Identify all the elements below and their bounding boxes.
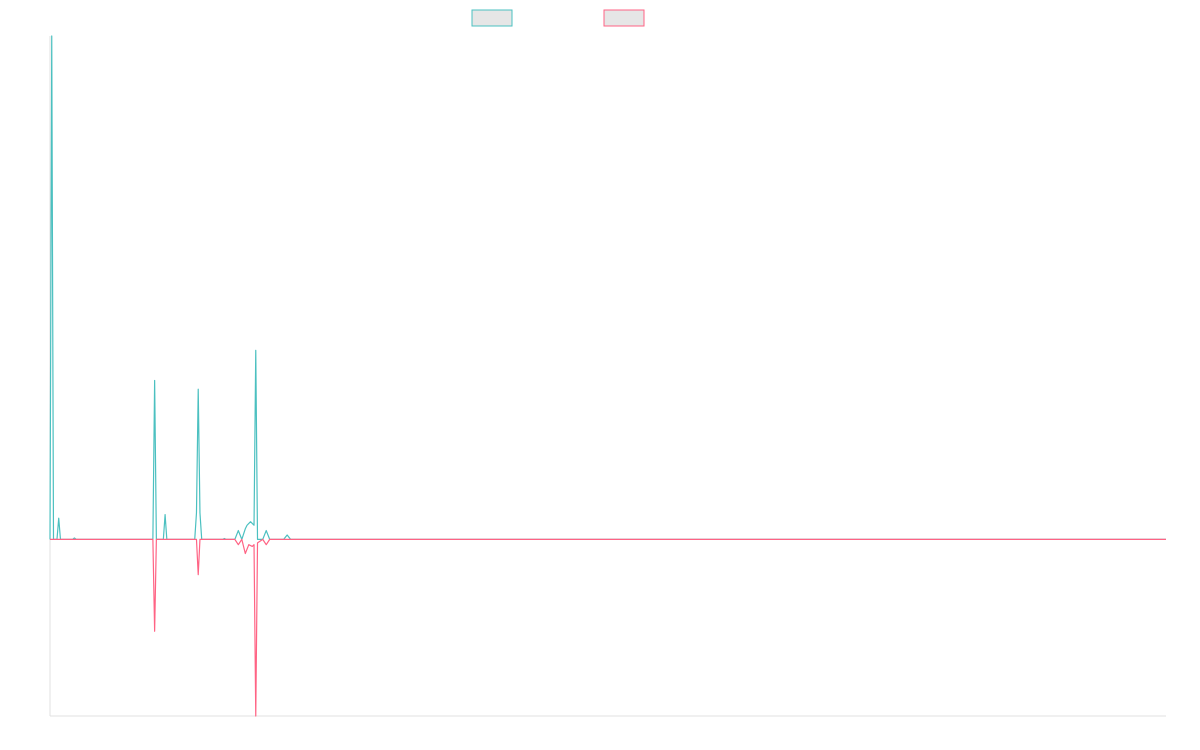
axes	[49, 36, 1166, 717]
series-line-2	[50, 538, 1166, 717]
legend-swatch-1	[471, 9, 513, 27]
series-line-1	[49, 35, 1166, 540]
legend	[471, 9, 645, 27]
legend-swatch-2	[603, 9, 645, 27]
series-layer	[49, 35, 1166, 717]
